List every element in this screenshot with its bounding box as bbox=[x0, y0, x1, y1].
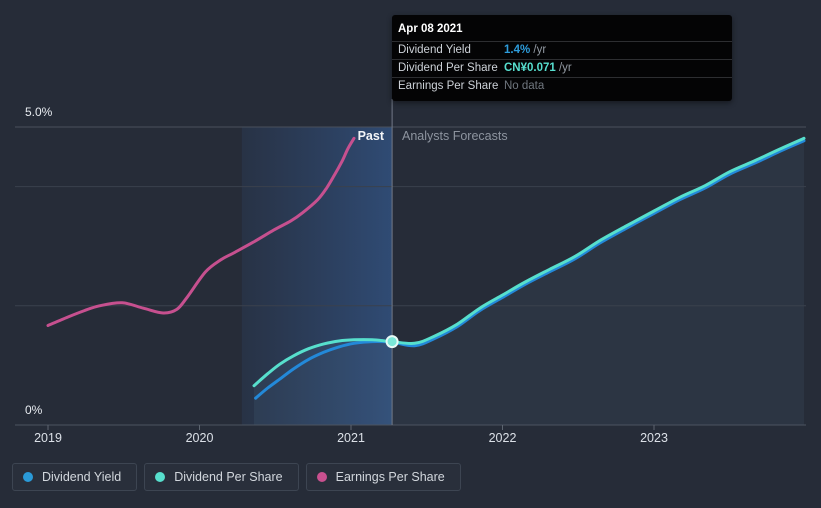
legend-label: Dividend Per Share bbox=[174, 470, 283, 484]
legend-item-dividend-yield[interactable]: Dividend Yield bbox=[12, 463, 138, 491]
tooltip-value: CN¥0.071 bbox=[504, 62, 556, 74]
tooltip-value: 1.4% bbox=[504, 44, 531, 56]
tooltip-label: Dividend Per Share bbox=[398, 62, 498, 74]
past-region-label: Past bbox=[357, 129, 384, 143]
tooltip-row-earnings-per-share: Earnings Per Share No data bbox=[392, 78, 732, 95]
earnings-per-share-dot-icon bbox=[316, 472, 327, 482]
chart-tooltip: Apr 08 2021 Dividend Yield 1.4% /yr Divi… bbox=[392, 15, 732, 101]
x-axis-ticks bbox=[47, 425, 655, 430]
y-axis-label-bottom: 0% bbox=[25, 403, 43, 417]
x-axis-label-2020: 2020 bbox=[185, 431, 214, 445]
earnings-per-share-line bbox=[46, 136, 356, 327]
tooltip-value: No data bbox=[504, 80, 545, 92]
dividend-yield-dot-icon bbox=[23, 472, 33, 482]
dividend-yield-line bbox=[254, 139, 806, 400]
x-axis-label-2019: 2019 bbox=[34, 431, 62, 445]
x-axis-label-2021: 2021 bbox=[337, 431, 365, 445]
x-axis-label-2022: 2022 bbox=[488, 431, 517, 445]
legend-label: Dividend Yield bbox=[42, 470, 122, 484]
x-axis-label-2023: 2023 bbox=[640, 431, 668, 445]
legend-item-dividend-per-share[interactable]: Dividend Per Share bbox=[144, 463, 299, 491]
tooltip-date: Apr 08 2021 bbox=[392, 15, 732, 42]
tooltip-unit: /yr bbox=[555, 62, 572, 74]
legend-item-earnings-per-share[interactable]: Earnings Per Share bbox=[305, 463, 461, 491]
selected-point-marker[interactable] bbox=[385, 335, 399, 349]
dividend-per-share-dot-icon bbox=[155, 472, 166, 482]
tooltip-row-dividend-yield: Dividend Yield 1.4% /yr bbox=[392, 42, 732, 60]
legend-label: Earnings Per Share bbox=[335, 470, 445, 484]
chart-legend: Dividend Yield Dividend Per Share Earnin… bbox=[12, 463, 461, 491]
dividend-per-share-line bbox=[252, 136, 806, 388]
tooltip-label: Dividend Yield bbox=[398, 44, 471, 56]
tooltip-label: Earnings Per Share bbox=[398, 80, 499, 92]
tooltip-unit: /yr bbox=[530, 44, 547, 56]
forecast-region-label: Analysts Forecasts bbox=[402, 129, 508, 143]
y-axis-label-top: 5.0% bbox=[25, 105, 53, 119]
tooltip-row-dividend-per-share: Dividend Per Share CN¥0.071 /yr bbox=[392, 60, 732, 78]
gridlines bbox=[15, 126, 806, 307]
